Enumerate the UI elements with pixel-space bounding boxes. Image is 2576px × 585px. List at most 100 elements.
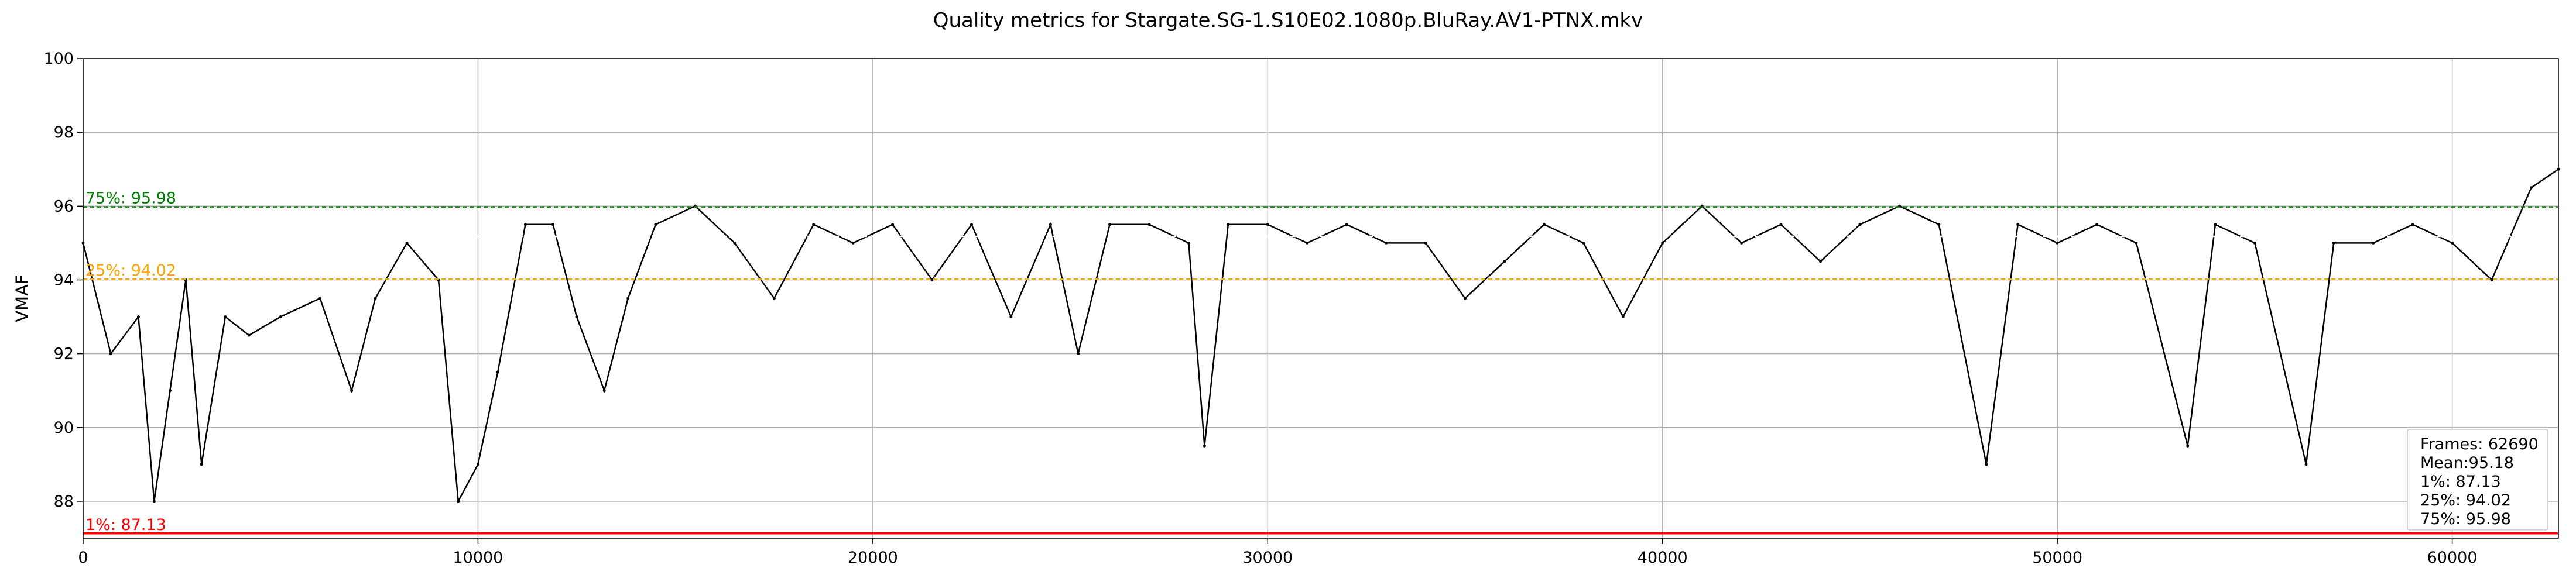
data-point: [1345, 223, 1348, 226]
x-tick-label: 20000: [848, 549, 898, 567]
data-point: [1203, 444, 1206, 448]
y-tick-label: 96: [54, 197, 74, 215]
data-point: [1985, 463, 1988, 466]
y-tick-label: 98: [54, 123, 74, 142]
data-point: [2186, 444, 2190, 448]
reference-line-label: 1%: 87.13: [85, 516, 166, 534]
stats-box-frame: [2407, 429, 2548, 531]
data-point: [1740, 241, 1743, 245]
data-point: [1266, 223, 1269, 226]
data-point: [930, 278, 934, 281]
x-tick-label: 60000: [2427, 549, 2478, 567]
data-point: [1819, 260, 1822, 263]
x-tick-label: 40000: [1638, 549, 1688, 567]
data-point: [602, 389, 606, 393]
data-point: [851, 241, 855, 245]
data-point: [1542, 223, 1546, 226]
data-point: [200, 463, 203, 466]
y-tick-label: 94: [54, 271, 74, 289]
data-point: [1582, 241, 1585, 245]
data-point: [1049, 223, 1052, 226]
data-point: [496, 370, 499, 374]
data-point: [1108, 223, 1111, 226]
data-point: [279, 315, 282, 318]
plot-frame: [83, 58, 2559, 539]
stats-line: Mean:95.18: [2420, 454, 2514, 472]
data-point: [2214, 223, 2217, 226]
y-tick-label: 88: [54, 493, 74, 511]
data-point: [136, 315, 140, 318]
data-point: [733, 241, 737, 245]
reference-line-label: 75%: 95.98: [85, 190, 176, 208]
vmaf-series-line: [82, 168, 2559, 504]
y-tick-label: 90: [54, 419, 74, 437]
data-point: [2056, 241, 2059, 245]
data-point: [812, 223, 816, 226]
data-point: [523, 223, 527, 226]
data-point: [168, 389, 172, 393]
x-tick-label: 30000: [1242, 549, 1293, 567]
stats-line: Frames: 62690: [2420, 435, 2539, 453]
x-tick-label: 0: [78, 549, 88, 567]
data-point: [1187, 241, 1190, 245]
data-point: [1227, 223, 1230, 226]
y-tick-label: 92: [54, 345, 74, 363]
data-point: [2411, 223, 2414, 226]
data-point: [2490, 278, 2493, 281]
data-point: [2253, 241, 2256, 245]
data-point: [626, 297, 630, 300]
data-point: [1424, 241, 1427, 245]
data-point: [1306, 241, 1309, 245]
stats-line: 1%: 87.13: [2420, 473, 2501, 491]
data-point: [457, 500, 460, 503]
stats-line: 75%: 95.98: [2420, 510, 2511, 528]
data-point: [2530, 186, 2533, 190]
data-point: [109, 352, 112, 356]
data-point: [350, 389, 354, 393]
data-point: [970, 223, 973, 226]
x-tick-label: 10000: [453, 549, 503, 567]
chart-title: Quality metrics for Stargate.SG-1.S10E02…: [933, 9, 1643, 32]
data-point: [772, 297, 776, 300]
data-point: [891, 223, 895, 226]
data-point: [318, 297, 322, 300]
data-point: [224, 315, 227, 318]
data-point: [551, 223, 555, 226]
y-tick-label: 100: [43, 50, 74, 68]
data-point: [1779, 223, 1783, 226]
y-axis-ticks: 88 90 92 94 96 98 100: [43, 50, 83, 511]
data-point: [1464, 297, 1467, 300]
stats-line: 25%: 94.02: [2420, 491, 2511, 510]
data-point: [2332, 241, 2335, 245]
data-point: [374, 297, 377, 300]
data-point: [2451, 241, 2454, 245]
data-point: [405, 241, 409, 245]
data-point: [2304, 463, 2308, 466]
data-point: [2016, 223, 2020, 226]
data-point: [247, 333, 251, 337]
data-point: [2372, 241, 2375, 245]
data-point: [2135, 241, 2138, 245]
data-point: [1077, 352, 1080, 356]
data-point: [1009, 315, 1013, 318]
data-point: [1661, 241, 1664, 245]
y-axis-label: VMAF: [12, 274, 32, 322]
data-point: [1385, 241, 1388, 245]
data-point: [476, 463, 479, 466]
data-point: [1858, 223, 1862, 226]
x-tick-label: 50000: [2032, 549, 2082, 567]
data-point: [1937, 223, 1941, 226]
data-point: [2095, 223, 2099, 226]
data-point: [1147, 223, 1151, 226]
data-point: [1621, 315, 1625, 318]
reference-line-label: 25%: 94.02: [85, 261, 176, 280]
plot-area: [81, 167, 2560, 504]
data-point: [1503, 260, 1506, 263]
x-axis-ticks: 0 10000 20000 30000 40000 50000 60000: [78, 538, 2478, 567]
data-point: [575, 315, 578, 318]
reference-line-label: Mean: 95.18: [85, 219, 184, 237]
